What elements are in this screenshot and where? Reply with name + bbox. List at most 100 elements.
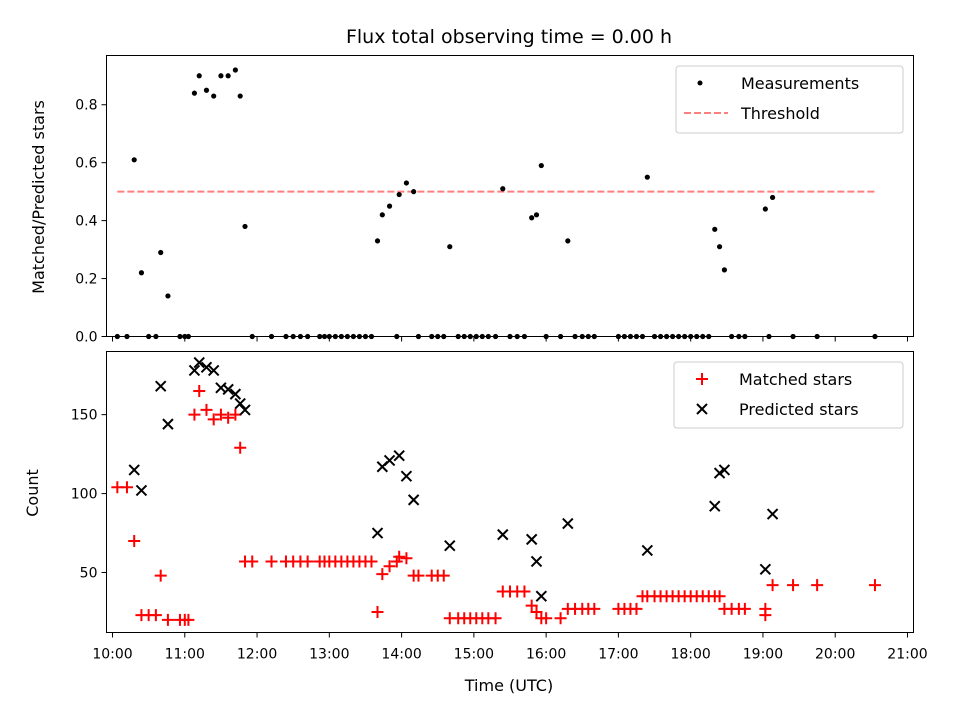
- predicted-star-point: [234, 397, 246, 410]
- matched-star-point: [200, 403, 213, 416]
- measurement-point: [218, 73, 224, 79]
- predicted-star-point: [530, 555, 543, 568]
- x-tick-label: 21:00: [887, 647, 927, 663]
- predicted-star-point: [718, 464, 731, 476]
- matched-star-point: [400, 552, 413, 565]
- matched-star-point: [154, 569, 167, 582]
- bottom-y-tick-label: 150: [71, 408, 98, 424]
- measurement-point: [131, 157, 137, 163]
- measurement-point: [158, 249, 164, 256]
- measurement-point: [374, 238, 381, 244]
- measurement-point: [225, 73, 231, 79]
- matched-star-point: [868, 579, 881, 592]
- bottom-y-ticks: 50 100 150: [71, 408, 107, 582]
- x-tick-label: 20:00: [815, 647, 855, 663]
- measurement-point: [712, 226, 718, 232]
- measurement-point: [538, 162, 544, 169]
- bottom-y-tick-label: 50: [80, 566, 98, 582]
- matched-star-point: [412, 569, 425, 582]
- predicted-star-point: [709, 500, 721, 512]
- x-tick-label: 17:00: [598, 647, 638, 663]
- top-y-ticks: 0.0 0.2 0.4 0.6 0.8: [75, 98, 107, 346]
- predicted-star-point: [759, 563, 772, 576]
- predicted-star-point: [229, 388, 242, 400]
- predicted-star-point: [162, 418, 174, 430]
- matched-star-point: [811, 579, 824, 592]
- measurement-point: [411, 189, 417, 195]
- matched-star-point: [713, 590, 726, 603]
- predicted-star-point: [766, 508, 779, 520]
- bottom-axes: Count Time (UTC) 50 100 150 10:00 11:00 12:0…: [23, 351, 928, 695]
- legend-threshold-label: Threshold: [740, 104, 820, 123]
- top-y-tick-label: 0.2: [75, 272, 97, 288]
- measurement-point: [211, 93, 217, 99]
- predicted-star-point: [207, 364, 220, 377]
- x-tick-label: 14:00: [381, 647, 421, 663]
- top-axes-frame: [106, 55, 914, 337]
- predicted-star-point: [193, 356, 205, 369]
- matched-star-point: [149, 609, 162, 622]
- measurement-point: [565, 238, 571, 244]
- top-y-tick-label: 0.8: [75, 98, 97, 114]
- matched-star-point: [365, 555, 378, 568]
- matched-star-point: [787, 579, 800, 592]
- measurement-point: [242, 223, 248, 230]
- x-tick-label: 15:00: [454, 647, 494, 663]
- legend-predicted-label: Predicted stars: [739, 400, 859, 419]
- bottom-legend: Matched stars Predicted stars: [673, 361, 904, 429]
- chart-title: Flux total observing time = 0.00 h: [346, 26, 672, 48]
- legend-measurements-marker: [697, 80, 703, 86]
- matched-star-point: [759, 609, 772, 622]
- matched-star-point: [376, 568, 389, 581]
- matched-star-point: [630, 602, 643, 615]
- measurement-point: [386, 203, 393, 209]
- matched-star-point: [530, 605, 543, 618]
- predicted-star-point: [371, 527, 384, 539]
- x-tick-label: 11:00: [165, 647, 205, 663]
- predicted-star-point: [383, 454, 396, 467]
- matched-star-point: [222, 411, 235, 424]
- bottom-y-axis-label: Count: [23, 469, 42, 517]
- measurement-point: [762, 206, 768, 212]
- matched-star-point: [161, 613, 174, 626]
- predicted-star-point: [497, 528, 509, 541]
- measurement-point: [237, 93, 243, 99]
- bottom-axes-frame: [106, 351, 914, 633]
- predicted-star-point: [400, 470, 413, 482]
- x-tick-label: 16:00: [526, 647, 566, 663]
- matched-star-point: [554, 612, 567, 625]
- predicted-star-point: [525, 533, 538, 546]
- legend-measurements-label: Measurements: [741, 74, 859, 93]
- predicted-star-point: [135, 484, 148, 497]
- matched-star-point: [371, 605, 384, 618]
- measurement-point: [196, 73, 202, 79]
- matched-star-point: [188, 408, 201, 421]
- matched-star-point: [588, 602, 601, 615]
- matched-star-point: [234, 441, 247, 454]
- x-tick-label: 13:00: [309, 647, 349, 663]
- measurement-point: [403, 180, 410, 186]
- measurement-point: [379, 212, 385, 218]
- matched-star-point: [128, 534, 141, 547]
- predicted-star-point: [222, 383, 234, 396]
- matched-star-point: [518, 585, 531, 598]
- measurement-point: [769, 194, 776, 201]
- matched-star-point: [766, 579, 779, 592]
- bottom-legend-box: [673, 361, 904, 429]
- x-axis-label: Time (UTC): [464, 676, 553, 695]
- measurement-point: [500, 186, 506, 192]
- predicted-star-point: [641, 544, 654, 557]
- matched-star-point: [738, 602, 751, 615]
- bottom-y-tick-label: 100: [71, 487, 98, 503]
- measurement-point: [396, 191, 402, 198]
- matched-star-point: [301, 555, 314, 568]
- x-tick-label: 19:00: [743, 647, 783, 663]
- top-y-tick-label: 0.4: [75, 214, 97, 230]
- predicted-star-point: [128, 464, 140, 476]
- matched-star-point: [193, 384, 206, 397]
- predicted-star-point: [239, 404, 251, 416]
- matched-star-point: [246, 555, 259, 568]
- predicted-star-point: [535, 590, 548, 602]
- matched-star-point: [437, 569, 450, 582]
